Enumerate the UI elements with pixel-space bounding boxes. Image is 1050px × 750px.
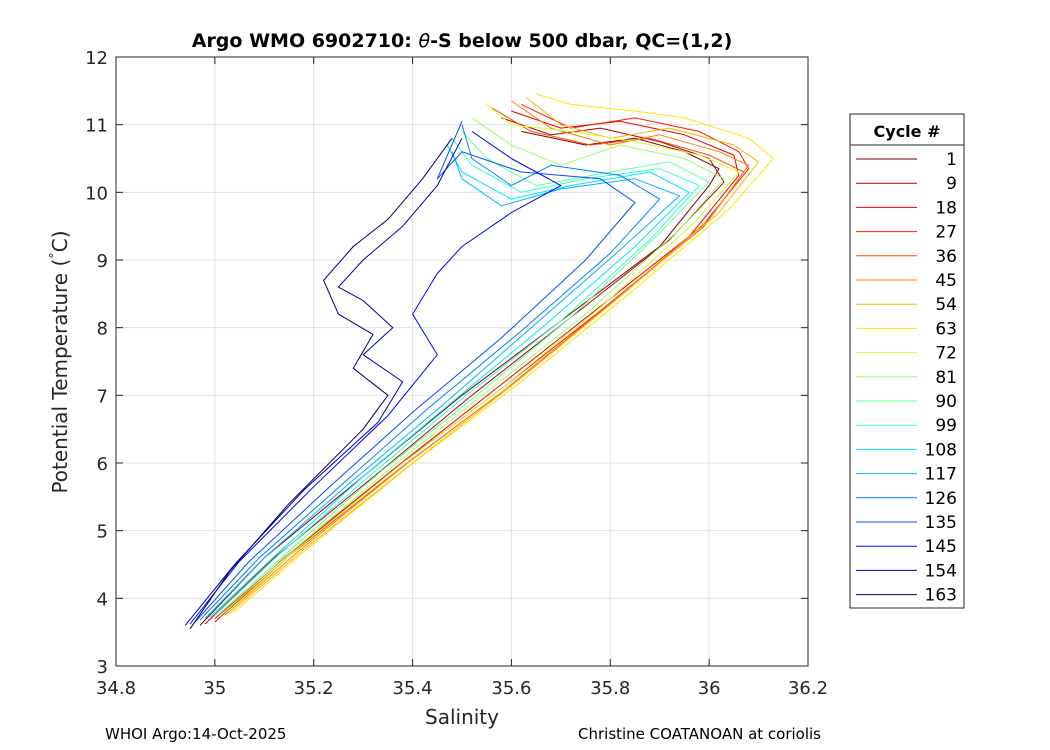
data-lines (184, 93, 774, 630)
y-axis-label: Potential Temperature (°C) (48, 230, 72, 493)
x-tick-label: 34.8 (96, 678, 136, 699)
series-line-cycle-108 (209, 144, 690, 618)
x-tick-label: 35.4 (393, 678, 433, 699)
legend-label-145: 145 (925, 537, 957, 557)
y-tick-label: 12 (85, 48, 108, 69)
legend-label-72: 72 (935, 344, 957, 364)
x-tick-label: 35.2 (294, 678, 334, 699)
series-line-cycle-72 (229, 104, 740, 611)
series-line-cycle-145 (189, 130, 562, 625)
series-line-cycle-154 (184, 137, 463, 626)
footer-date: WHOI Argo:14-Oct-2025 (105, 725, 287, 743)
legend-label-126: 126 (925, 489, 957, 509)
series-line-cycle-117 (204, 151, 680, 619)
legend-label-36: 36 (935, 247, 957, 267)
legend-label-54: 54 (935, 295, 957, 315)
legend: Cycle # 19182736455463728190991081171261… (849, 113, 965, 609)
y-tick-label: 4 (97, 589, 108, 610)
legend-label-117: 117 (925, 465, 957, 485)
footer-credit: Christine COATANOAN at coriolis (578, 725, 821, 743)
title-prefix: Argo WMO 6902710: (192, 30, 419, 52)
series-line-cycle-90 (219, 131, 710, 614)
legend-box (849, 113, 965, 609)
series-line-cycle-163 (189, 137, 453, 630)
ylabel-degree: ° (48, 252, 63, 259)
legend-label-63: 63 (935, 319, 957, 339)
y-tick-label: 3 (97, 657, 108, 678)
legend-label-108: 108 (925, 440, 957, 460)
series-line-cycle-126 (199, 124, 661, 621)
series-line-cycle-9 (204, 117, 725, 625)
ylabel-unit: C) (48, 230, 72, 252)
y-tick-label: 11 (85, 116, 108, 137)
legend-label-9: 9 (946, 174, 957, 194)
title-theta: θ (418, 30, 430, 52)
plot-frame (115, 56, 809, 667)
legend-label-99: 99 (935, 416, 957, 436)
plot-area (116, 57, 808, 666)
x-tick-label: 35.6 (491, 678, 531, 699)
series-line-cycle-63 (234, 93, 774, 613)
legend-items: 1 9 18 27 36 45 54 63 72 81 90 99 108 117 126 135 145 154… (856, 150, 957, 606)
legend-label-81: 81 (935, 368, 957, 388)
y-tick-label: 10 (85, 183, 108, 204)
y-tick-label: 6 (97, 454, 108, 475)
ylabel-main: Potential Temperature ( (48, 259, 72, 494)
series-line-cycle-99 (214, 137, 700, 616)
legend-label-27: 27 (935, 223, 957, 243)
series-line-cycle-81 (224, 117, 725, 613)
ticks: 34.8 35 35.2 35.4 35.6 35.8 36 36.2 3 4 5 6 7 8 9 10 11 1… (85, 48, 828, 699)
series-line-cycle-135 (194, 121, 636, 623)
legend-label-1: 1 (946, 150, 957, 170)
y-tick-label: 7 (97, 386, 108, 407)
x-tick-label: 35 (203, 678, 226, 699)
legend-title: Cycle # (874, 122, 941, 141)
x-tick-label: 36 (698, 678, 721, 699)
legend-label-18: 18 (935, 198, 957, 218)
series-line-cycle-1 (199, 130, 720, 626)
y-tick-label: 5 (97, 522, 108, 543)
legend-label-163: 163 (925, 586, 957, 606)
legend-label-135: 135 (925, 513, 957, 533)
chart-title: Argo WMO 6902710: θ-S below 500 dbar, QC… (192, 30, 733, 52)
x-axis-label: Salinity (425, 705, 499, 729)
series-line-cycle-45 (224, 100, 750, 616)
legend-label-45: 45 (935, 271, 957, 291)
x-tick-label: 35.8 (590, 678, 630, 699)
y-tick-label: 8 (97, 319, 108, 340)
legend-label-154: 154 (925, 561, 957, 581)
title-suffix: -S below 500 dbar, QC=(1,2) (430, 30, 732, 52)
y-tick-label: 9 (97, 251, 108, 272)
x-tick-label: 36.2 (788, 678, 828, 699)
legend-label-90: 90 (935, 392, 957, 412)
